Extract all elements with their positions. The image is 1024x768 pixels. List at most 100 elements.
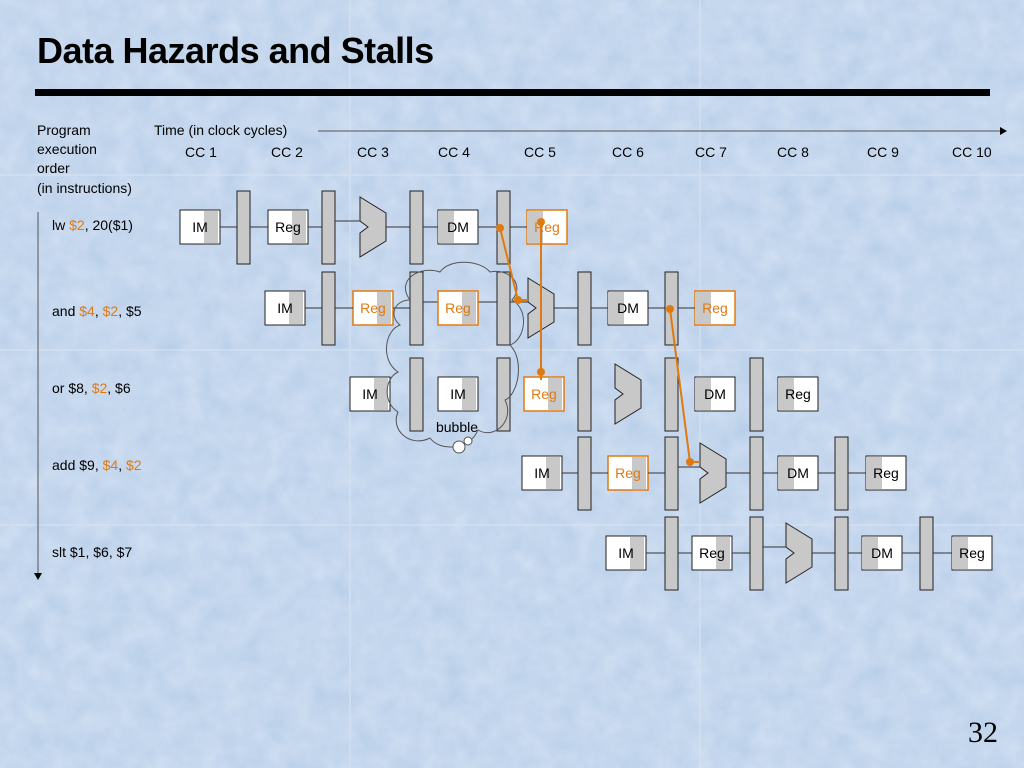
reg-write-stage-label: Reg xyxy=(959,545,985,561)
dm-stage-label: DM xyxy=(787,465,809,481)
forwarding-point xyxy=(666,305,674,313)
pipeline-latch-mem-wb xyxy=(749,357,764,432)
pipeline-latch-ex-mem xyxy=(664,357,679,432)
im-stage-label: IM xyxy=(618,545,634,561)
reg-write-stage-label: Reg xyxy=(785,386,811,402)
stage-shading xyxy=(695,378,711,410)
pipeline-latch-id-ex xyxy=(749,516,764,591)
dm-stage-label: DM xyxy=(871,545,893,561)
stage-shading xyxy=(289,292,303,324)
stage-shading xyxy=(204,211,218,243)
bubble-label: bubble xyxy=(436,419,478,435)
dm-stage-label: DM xyxy=(447,219,469,235)
bubble-cloud-dot xyxy=(463,436,473,446)
instruction-label-slt: slt $1, $6, $7 xyxy=(52,544,133,560)
instruction-label-and: and $4, $2, $5 xyxy=(52,303,142,319)
stage-shading xyxy=(632,457,646,489)
reg-read-stage-label: Reg xyxy=(275,219,301,235)
forwarding-point xyxy=(537,368,545,376)
pipeline-latch-id-ex xyxy=(664,436,679,511)
alu-stage xyxy=(699,442,727,504)
stage-shading xyxy=(548,378,562,410)
pipeline-latch-id-ex xyxy=(409,271,424,346)
pipeline-latch-id-ex xyxy=(577,357,592,432)
clock-cycle-label: CC 1 xyxy=(185,144,217,160)
reg-write-stage-label: Reg xyxy=(873,465,899,481)
stage-shading xyxy=(695,292,711,324)
time-axis-label: Time (in clock cycles) xyxy=(154,122,288,138)
stage-shading xyxy=(778,378,794,410)
program-order-label-line-4: (in instructions) xyxy=(37,180,132,196)
pipeline-latch-mem-wb xyxy=(834,436,849,511)
im-stage-label: IM xyxy=(362,386,378,402)
im-stage-label: IM xyxy=(277,300,293,316)
pipeline-latch-ex-mem xyxy=(577,271,592,346)
alu-stage xyxy=(614,363,642,425)
stage-shading xyxy=(608,292,624,324)
pipeline-latch-ex-mem xyxy=(409,190,424,265)
bubble-cloud-dot xyxy=(452,440,466,454)
im-stage-label: IM xyxy=(192,219,208,235)
stage-shading xyxy=(374,378,388,410)
reg-read-stage-hazard-label: Reg xyxy=(531,386,557,402)
program-order-label-line-1: Program xyxy=(37,122,91,138)
clock-cycle-label: CC 2 xyxy=(271,144,303,160)
reg-read-stage-hazard-label: Reg xyxy=(360,300,386,316)
im-stage-repeat-label: IM xyxy=(450,386,466,402)
stage-shading xyxy=(546,457,560,489)
stage-shading xyxy=(866,457,882,489)
stage-shading xyxy=(462,292,476,324)
clock-cycle-label: CC 10 xyxy=(952,144,992,160)
stage-shading xyxy=(716,537,730,569)
pipeline-latch-if-id xyxy=(664,516,679,591)
slide-title: Data Hazards and Stalls xyxy=(37,30,434,71)
im-stage-label: IM xyxy=(534,465,550,481)
pipeline-latch-id-ex xyxy=(321,190,336,265)
clock-cycle-label: CC 8 xyxy=(777,144,809,160)
stage-shading xyxy=(462,378,476,410)
title-rule xyxy=(35,89,990,96)
program-order-label-line-2: execution xyxy=(37,141,97,157)
stage-shading xyxy=(862,537,878,569)
pipeline-latch-ex-mem xyxy=(834,516,849,591)
pipeline-latch-if-id xyxy=(496,357,511,432)
pipeline-latch-if-id xyxy=(577,436,592,511)
instruction-label-or: or $8, $2, $6 xyxy=(52,380,131,396)
program-order-label-line-3: order xyxy=(37,160,70,176)
pipeline-latch-if-id xyxy=(409,357,424,432)
forwarding-point xyxy=(537,218,545,226)
clock-cycle-label: CC 7 xyxy=(695,144,727,160)
dm-stage-label: DM xyxy=(617,300,639,316)
stage-shading xyxy=(292,211,306,243)
forwarding-point xyxy=(496,224,504,232)
reg-read-stage-hazard-label: Reg xyxy=(615,465,641,481)
alu-stage xyxy=(359,196,387,258)
pipeline-latch-ex-mem xyxy=(749,436,764,511)
forwarding-point xyxy=(514,296,522,304)
clock-cycle-label: CC 4 xyxy=(438,144,470,160)
clock-cycle-label: CC 3 xyxy=(357,144,389,160)
forwarding-point xyxy=(686,458,694,466)
clock-cycle-label: CC 6 xyxy=(612,144,644,160)
clock-cycle-label: CC 9 xyxy=(867,144,899,160)
bubble-cloud xyxy=(385,261,525,448)
program-order-axis-arrow xyxy=(34,573,42,580)
stage-shading xyxy=(778,457,794,489)
stage-shading xyxy=(377,292,391,324)
pipeline-latch-if-id xyxy=(236,190,251,265)
dm-stage-label: DM xyxy=(704,386,726,402)
reg-read-repeat-hazard-label: Reg xyxy=(445,300,471,316)
pipeline-latch-if-id xyxy=(321,271,336,346)
stage-shading xyxy=(438,211,454,243)
pipeline-latch-mem-wb xyxy=(919,516,934,591)
reg-write-stage-hazard-label: Reg xyxy=(702,300,728,316)
page-number: 32 xyxy=(968,716,998,749)
stage-shading xyxy=(630,537,644,569)
instruction-label-add: add $9, $4, $2 xyxy=(52,457,142,473)
pipeline-latch-id-ex xyxy=(496,271,511,346)
instruction-label-lw: lw $2, 20($1) xyxy=(52,217,133,233)
time-axis-arrow xyxy=(1000,127,1007,135)
reg-read-stage-label: Reg xyxy=(699,545,725,561)
